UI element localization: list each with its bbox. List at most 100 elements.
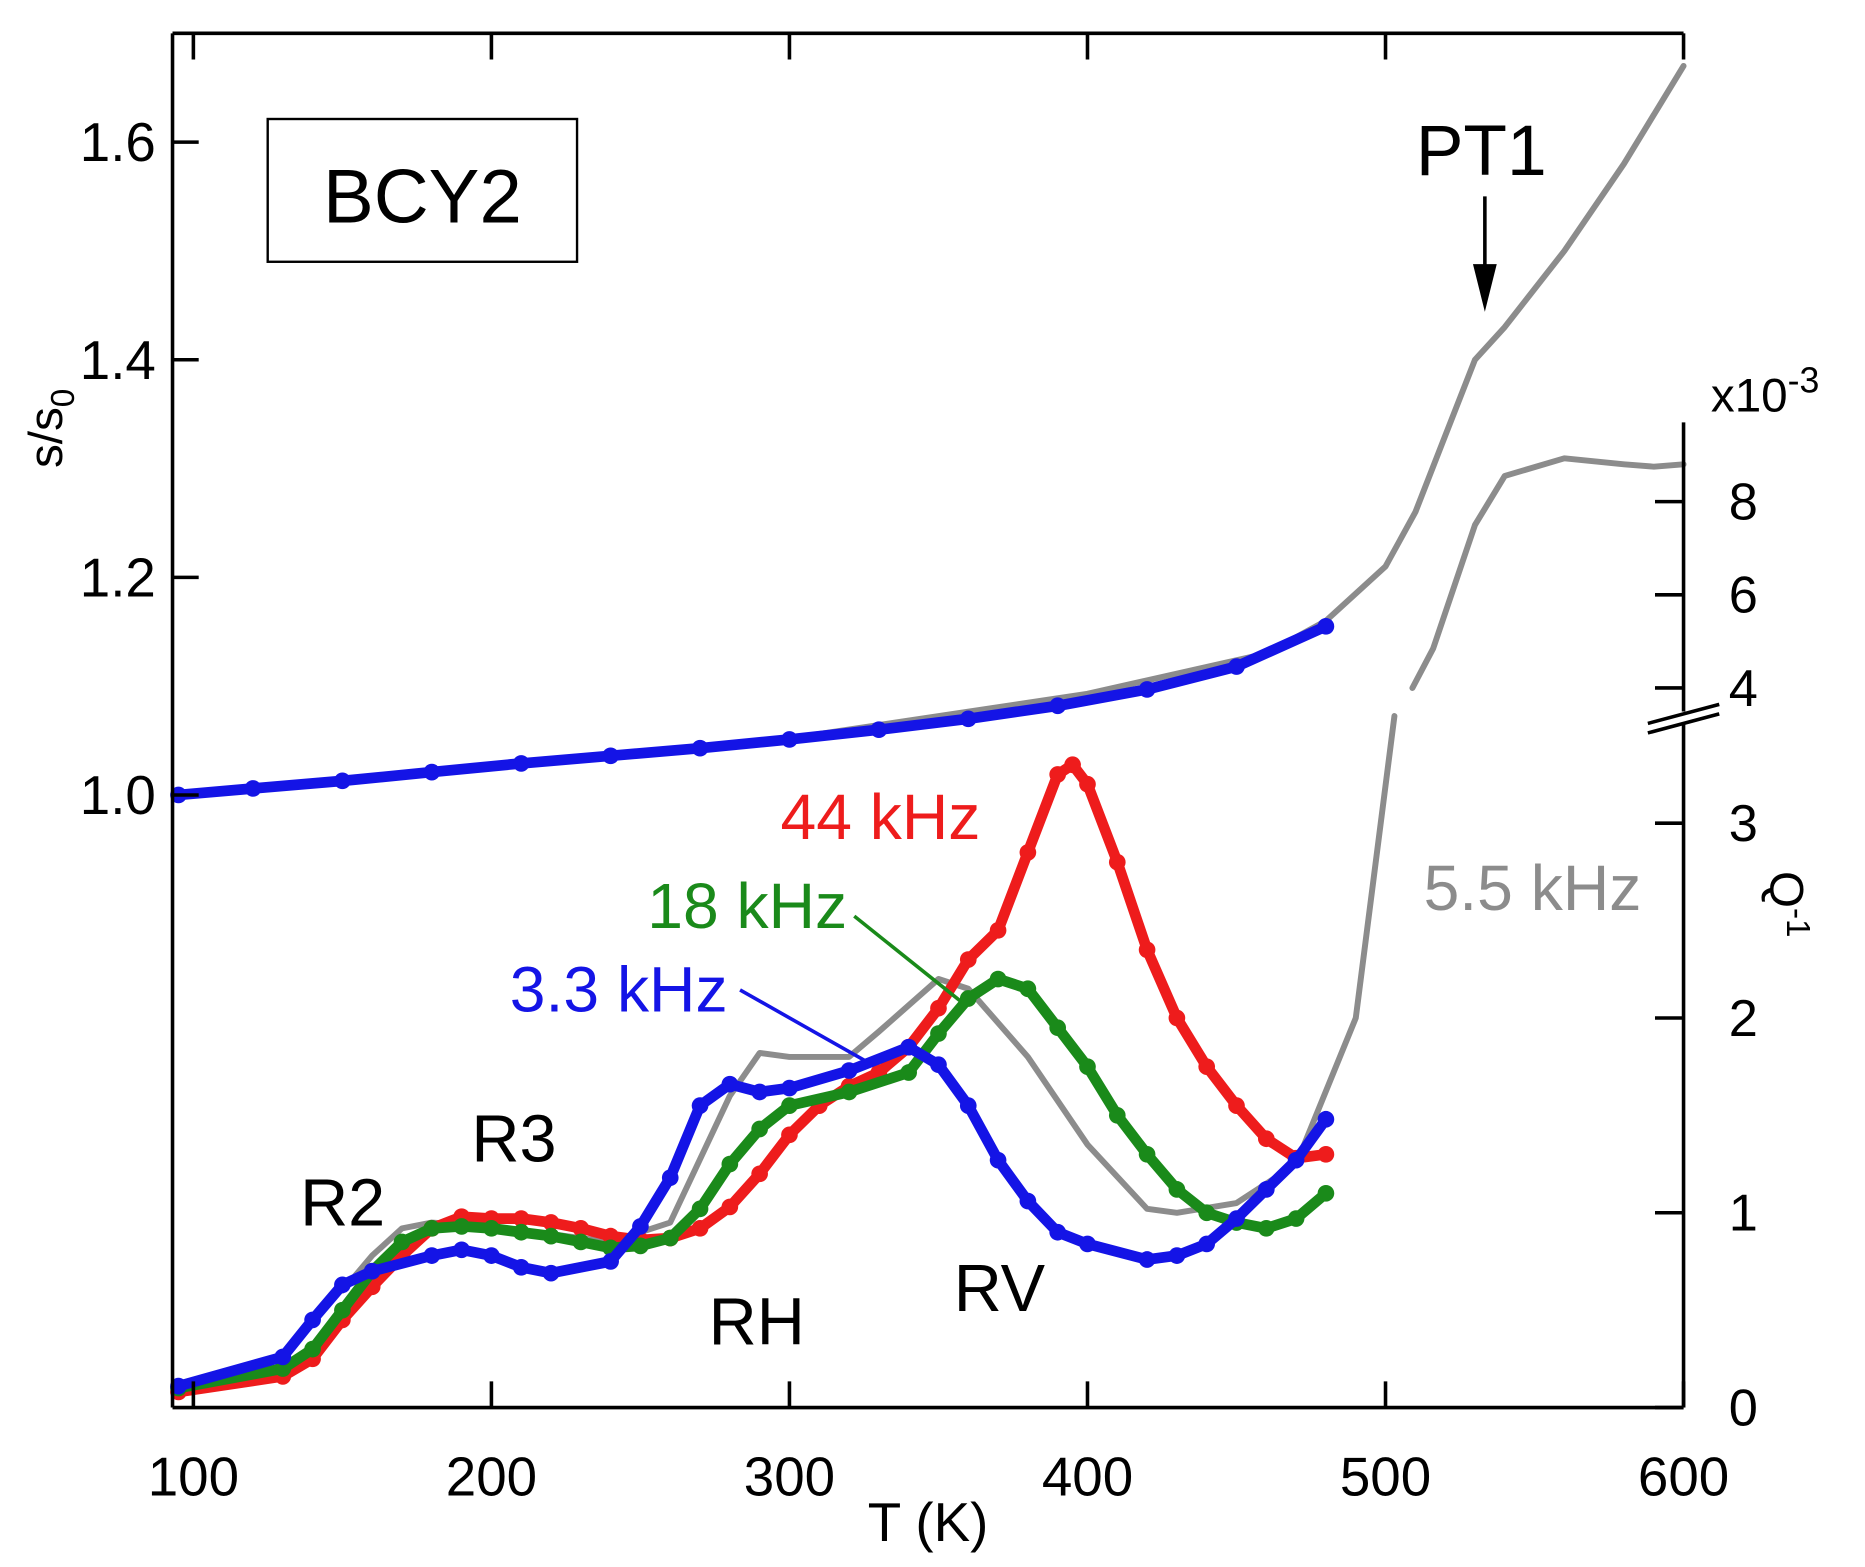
y-tick-label: 1.2: [80, 546, 156, 608]
data-point: [930, 1056, 947, 1074]
x-tick-label: 400: [1042, 1446, 1133, 1508]
data-point: [1079, 1235, 1096, 1253]
data-point: [170, 1377, 187, 1395]
data-point: [1019, 844, 1037, 861]
y2-tick-label: 0: [1729, 1379, 1758, 1437]
y2-unit: x10-3: [1711, 361, 1819, 423]
data-point: [1168, 1247, 1186, 1264]
plot-area: [170, 62, 1687, 1401]
data-point: [453, 1241, 470, 1259]
y-axis-label: s/s0: [20, 389, 82, 468]
data-point: [632, 1237, 649, 1255]
y-tick-label: 1.6: [80, 111, 156, 173]
data-point: [632, 1218, 649, 1235]
data-point: [1317, 1184, 1335, 1202]
data-point: [1138, 941, 1156, 959]
leader-line: [853, 914, 963, 1004]
data-point: [542, 1214, 560, 1231]
data-point: [1108, 853, 1126, 871]
data-point: [363, 1262, 381, 1280]
series-line: [173, 620, 1332, 801]
data-point: [1019, 1192, 1037, 1210]
data-point: [1317, 1110, 1335, 1128]
data-point: [1138, 1145, 1156, 1163]
data-point: [512, 1258, 530, 1276]
data-point: [781, 1097, 798, 1114]
data-point: [334, 1276, 351, 1294]
data-point: [304, 1311, 321, 1329]
data-point: [989, 1151, 1007, 1169]
y2-tick-label: 6: [1729, 567, 1758, 625]
data-point: [781, 1079, 798, 1097]
data-point: [959, 1097, 977, 1114]
x-tick-label: 100: [148, 1446, 239, 1508]
data-point: [244, 780, 262, 797]
data-point: [1019, 980, 1037, 998]
x-tick-label: 500: [1340, 1446, 1431, 1508]
data-point: [721, 1075, 739, 1093]
x-tick-label: 600: [1638, 1446, 1729, 1508]
data-point: [572, 1233, 590, 1251]
data-point: [661, 1169, 679, 1187]
data-point: [1168, 1181, 1186, 1198]
data-point: [274, 1348, 292, 1366]
y-tick-label: 1.4: [80, 329, 156, 391]
data-point: [1257, 1220, 1275, 1237]
data-point: [1317, 1145, 1335, 1163]
data-point: [900, 1038, 917, 1056]
data-point: [423, 1220, 441, 1237]
y2-axis-label: Q-1: [1759, 871, 1816, 938]
peak-label: R2: [300, 1167, 385, 1241]
sample-label: BCY2: [323, 155, 522, 240]
data-point: [691, 1200, 709, 1218]
data-point: [691, 1220, 709, 1237]
peak-label: RV: [954, 1252, 1046, 1326]
data-point: [483, 1220, 500, 1237]
data-point: [1168, 1009, 1186, 1027]
data-point: [274, 1360, 292, 1377]
data-point: [721, 1155, 739, 1173]
y2-unit-text: x10: [1711, 370, 1788, 423]
data-point: [1198, 1235, 1216, 1253]
y2-axis-label-text: Q: [1759, 871, 1812, 908]
transition-label: PT1: [1416, 111, 1547, 191]
data-point: [334, 772, 351, 790]
data-point: [602, 1227, 619, 1245]
data-point: [1228, 1210, 1245, 1227]
x-tick-label: 300: [744, 1446, 835, 1508]
y2-tick-label: 2: [1729, 990, 1758, 1048]
data-point: [751, 1165, 768, 1183]
data-point: [423, 763, 441, 781]
series-label: 18 kHz: [647, 870, 847, 942]
data-point: [1287, 1151, 1305, 1169]
series-label: 44 kHz: [780, 781, 980, 853]
y2-axis-label-sup: -1: [1779, 908, 1816, 938]
sample-box: [266, 117, 579, 263]
data-point: [751, 1120, 768, 1138]
peak-label: R3: [471, 1102, 556, 1176]
data-point: [483, 1247, 500, 1264]
data-point: [781, 1126, 798, 1144]
data-point: [334, 1301, 351, 1319]
data-point: [572, 1220, 590, 1237]
data-point: [1287, 1210, 1305, 1227]
data-point: [542, 1264, 560, 1282]
data-point: [781, 731, 798, 748]
data-point: [1108, 1107, 1126, 1124]
data-point: [989, 970, 1007, 988]
data-point: [930, 1025, 947, 1042]
data-point: [423, 1247, 441, 1264]
x-tick-label: 200: [446, 1446, 537, 1508]
data-point: [691, 739, 709, 757]
data-point: [870, 721, 888, 739]
data-point: [1079, 775, 1096, 793]
data-point: [512, 1223, 530, 1241]
data-point: [661, 1229, 679, 1247]
data-point: [304, 1340, 321, 1358]
data-point: [900, 1064, 917, 1081]
data-point: [512, 1210, 530, 1227]
axis-break: [1647, 712, 1720, 735]
data-point: [1049, 697, 1067, 715]
data-point: [959, 990, 977, 1007]
x-axis-label: T (K): [868, 1491, 989, 1553]
